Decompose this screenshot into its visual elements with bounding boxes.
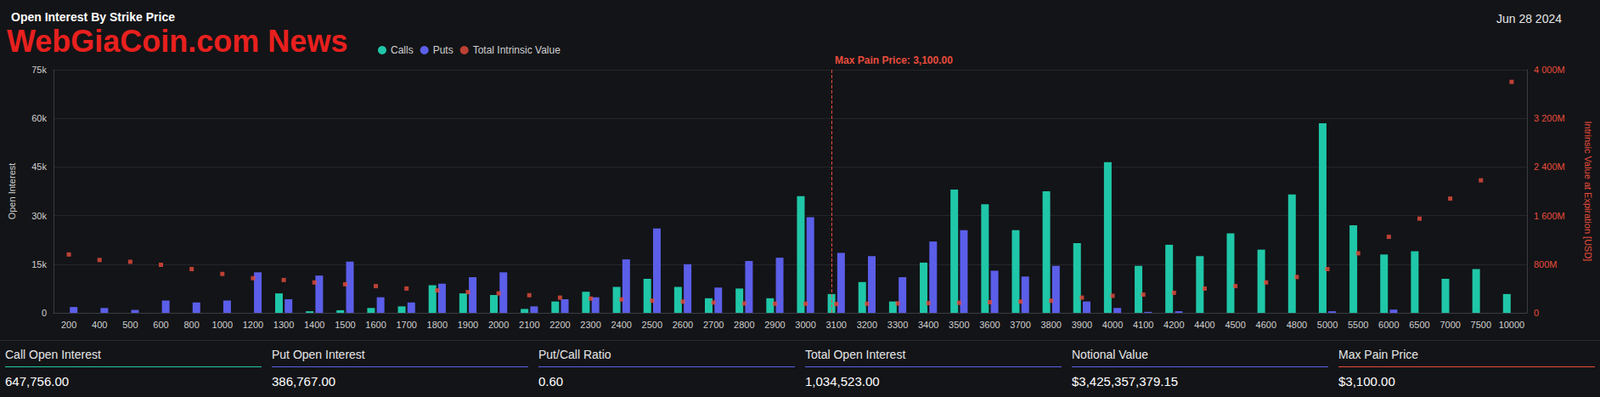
html-text:Total Open Interest: Total Open Interest — [805, 347, 906, 361]
svg-text:Max Pain Price: 3,100.00: Max Pain Price: 3,100.00 — [834, 54, 953, 67]
svg-text:1300: 1300 — [273, 319, 294, 330]
svg-text:1500: 1500 — [334, 319, 355, 330]
svg-text:4500: 4500 — [1224, 319, 1246, 330]
svg-text:1700: 1700 — [395, 319, 417, 330]
svg-text:Open Interest By Strike Price: Open Interest By Strike Price — [11, 10, 175, 24]
svg-text:2600: 2600 — [672, 319, 693, 330]
svg-text:2 400M: 2 400M — [1533, 161, 1566, 172]
svg-text:3800: 3800 — [1040, 319, 1061, 330]
html-text:647,756.00: 647,756.00 — [5, 373, 69, 389]
html-text:1,034,523.00: 1,034,523.00 — [805, 373, 880, 389]
svg-text:4200: 4200 — [1163, 319, 1184, 330]
svg-text:15k: 15k — [31, 259, 47, 270]
svg-text:Intrinsic Value at Expiration: Intrinsic Value at Expiration [USD] — [1583, 121, 1594, 262]
html-text:Put/Call Ratio: Put/Call Ratio — [538, 347, 612, 361]
svg-text:400: 400 — [91, 319, 108, 330]
svg-text:3300: 3300 — [887, 319, 908, 330]
html-text:Put Open Interest: Put Open Interest — [271, 347, 365, 361]
svg-text:4000: 4000 — [1102, 319, 1123, 330]
html-text:$3,425,357,379.15: $3,425,357,379.15 — [1071, 373, 1179, 389]
svg-text:2300: 2300 — [580, 319, 601, 330]
svg-text:3900: 3900 — [1071, 319, 1093, 330]
html-text:386,767.00: 386,767.00 — [271, 373, 336, 389]
svg-text:7500: 7500 — [1470, 319, 1492, 330]
svg-text:800: 800 — [183, 319, 199, 330]
html-text:Max Pain Price: Max Pain Price — [1338, 347, 1419, 361]
svg-text:4800: 4800 — [1286, 319, 1308, 330]
svg-text:2700: 2700 — [703, 319, 724, 330]
svg-text:10000: 10000 — [1498, 319, 1526, 330]
svg-text:200: 200 — [61, 319, 77, 330]
svg-text:2800: 2800 — [733, 319, 755, 330]
svg-text:6000: 6000 — [1378, 319, 1399, 330]
svg-text:5500: 5500 — [1347, 319, 1369, 330]
svg-text:0: 0 — [1533, 307, 1539, 318]
html-text:0.60: 0.60 — [538, 373, 564, 389]
svg-text:1600: 1600 — [365, 319, 386, 330]
svg-text:1200: 1200 — [242, 319, 264, 330]
svg-text:500: 500 — [122, 319, 138, 330]
svg-text:4 000M: 4 000M — [1533, 64, 1566, 75]
html-text:Call Open Interest: Call Open Interest — [5, 347, 101, 361]
svg-text:2000: 2000 — [488, 319, 509, 330]
html-text:$3,100.00: $3,100.00 — [1338, 373, 1396, 389]
svg-text:Total Intrinsic Value: Total Intrinsic Value — [473, 44, 561, 57]
svg-text:30k: 30k — [31, 210, 47, 221]
svg-text:2400: 2400 — [610, 319, 631, 330]
svg-text:3700: 3700 — [1009, 319, 1031, 330]
svg-text:1900: 1900 — [457, 319, 479, 330]
svg-text:600: 600 — [152, 319, 169, 330]
svg-text:4100: 4100 — [1132, 319, 1154, 330]
svg-text:2100: 2100 — [518, 319, 540, 330]
svg-text:2900: 2900 — [764, 319, 785, 330]
svg-text:3600: 3600 — [979, 319, 1000, 330]
svg-text:1000: 1000 — [212, 319, 233, 330]
html-text:Notional Value: Notional Value — [1071, 347, 1149, 361]
svg-text:7000: 7000 — [1439, 319, 1460, 330]
svg-text:1800: 1800 — [427, 319, 448, 330]
svg-text:0: 0 — [41, 307, 47, 318]
svg-text:3200: 3200 — [856, 319, 878, 330]
svg-text:Calls: Calls — [390, 44, 414, 57]
svg-text:Jun 28 2024: Jun 28 2024 — [1496, 11, 1562, 26]
svg-text:3500: 3500 — [948, 319, 970, 330]
svg-text:6500: 6500 — [1408, 319, 1430, 330]
svg-text:WebGiaCoin.com News: WebGiaCoin.com News — [6, 23, 348, 59]
svg-text:3 200M: 3 200M — [1533, 112, 1566, 124]
svg-text:1400: 1400 — [304, 319, 325, 330]
svg-text:800M: 800M — [1533, 259, 1558, 270]
svg-text:Puts: Puts — [433, 44, 454, 57]
svg-text:4600: 4600 — [1256, 319, 1277, 330]
svg-text:75k: 75k — [31, 64, 47, 75]
svg-text:3400: 3400 — [918, 319, 939, 330]
svg-text:4400: 4400 — [1194, 319, 1215, 330]
svg-text:60k: 60k — [31, 112, 47, 124]
svg-text:2200: 2200 — [549, 319, 570, 330]
svg-text:2500: 2500 — [642, 319, 663, 330]
svg-text:3100: 3100 — [825, 319, 846, 330]
svg-text:45k: 45k — [31, 161, 47, 172]
svg-text:Open Interest: Open Interest — [6, 163, 17, 220]
svg-text:5000: 5000 — [1317, 319, 1338, 330]
svg-text:1 600M: 1 600M — [1533, 210, 1566, 221]
svg-text:3000: 3000 — [794, 319, 816, 330]
